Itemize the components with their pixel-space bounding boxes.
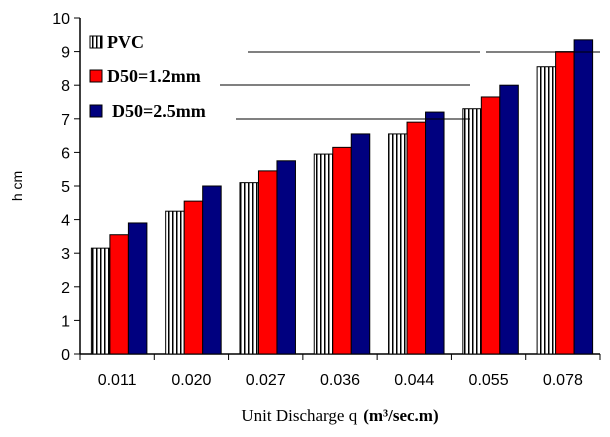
bar-series-1-cat-0 [109,234,129,355]
bar-series-1-cat-6 [555,51,575,355]
y-tick-label: 2 [61,280,70,297]
bar-series-0-cat-3 [313,153,334,355]
y-tick-label: 1 [61,313,70,330]
bar-series-0-cat-5 [462,108,482,355]
bar-series-0-cat-2 [239,182,259,355]
legend: PVC D50=1.2mm D50=2.5mm [89,32,206,121]
bar-series-1-cat-3 [332,146,352,355]
x-tick-label: 0.027 [246,372,286,389]
bar-series-2-cat-1 [202,185,222,355]
bar-series-1-cat-5 [480,96,501,355]
bar-series-1-cat-4 [406,121,427,355]
y-tick-label: 10 [52,11,70,28]
x-axis-label-unit: (m³/sec.m) [363,406,438,425]
y-ticks: 0 1 2 3 4 5 6 7 8 9 10 [52,11,80,364]
y-tick-label: 3 [61,246,70,263]
legend-swatch-pvc [89,35,103,49]
x-axis-label: Unit Discharge q (m³/sec.m) [241,406,438,425]
x-tick-label: 0.044 [394,372,434,389]
x-ticks: 0.011 0.020 0.027 0.036 0.044 0.055 0.078 [79,354,601,389]
x-axis-label-main: Unit Discharge q [241,406,357,425]
x-tick-label: 0.055 [469,372,509,389]
bar-series-1-cat-2 [257,170,278,355]
x-tick-label: 0.036 [320,372,360,389]
bar-series-0-cat-1 [165,210,185,355]
y-tick-label: 4 [61,213,70,230]
y-tick-label: 0 [61,347,70,364]
bar-series-2-cat-2 [276,160,296,355]
bar-series-2-cat-3 [350,133,371,355]
legend-label-d50-25: D50=2.5mm [112,101,206,121]
y-tick-label: 6 [61,145,70,162]
bar-series-0-cat-4 [388,133,408,355]
y-tick-label: 9 [61,45,70,62]
bar-series-2-cat-5 [499,84,519,355]
x-tick-label: 0.011 [98,372,137,389]
bar-series-2-cat-0 [127,222,148,355]
y-axis-label: h cm [9,171,25,201]
legend-label-d50-12: D50=1.2mm [107,66,201,86]
bar-series-2-cat-4 [425,111,445,355]
x-tick-label: 0.020 [171,372,211,389]
legend-swatch-d50-12 [89,69,103,83]
bar-series-0-cat-6 [536,66,557,355]
y-tick-label: 5 [61,179,70,196]
bar-series-2-cat-6 [573,39,594,355]
y-tick-label: 7 [61,112,70,129]
legend-label-pvc: PVC [107,32,144,52]
x-tick-label: 0.078 [543,372,583,389]
legend-swatch-d50-25 [89,104,103,118]
y-tick-label: 8 [61,78,70,95]
bar-series-0-cat-0 [90,247,111,355]
bars [90,39,594,355]
bar-series-1-cat-1 [183,200,204,355]
